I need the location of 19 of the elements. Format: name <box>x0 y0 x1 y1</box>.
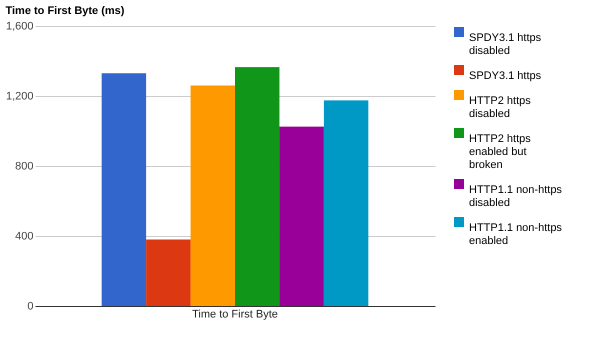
y-tick-label: 0 <box>27 300 34 312</box>
bar <box>279 126 324 306</box>
legend-label: HTTP2 https enabled but broken <box>469 133 532 171</box>
y-tick-label: 800 <box>15 160 34 172</box>
y-tick-label: 400 <box>15 230 34 242</box>
bar <box>146 240 191 306</box>
legend-label: SPDY3.1 https disabled <box>469 32 542 57</box>
bar <box>324 100 368 306</box>
y-tick-label: 1,200 <box>6 90 34 102</box>
legend-label: HTTP2 https disabled <box>469 95 532 120</box>
y-tick-label: 1,600 <box>6 20 34 32</box>
chart-title: Time to First Byte (ms) <box>5 5 125 17</box>
legend-label: HTTP1.1 non-https disabled <box>469 184 562 209</box>
x-tick-label: Time to First Byte <box>192 308 278 320</box>
bar <box>235 67 280 306</box>
bar <box>190 86 235 306</box>
legend-label: SPDY3.1 https <box>469 70 542 82</box>
legend-label: HTTP1.1 non-https enabled <box>469 222 562 247</box>
bar <box>102 73 146 306</box>
